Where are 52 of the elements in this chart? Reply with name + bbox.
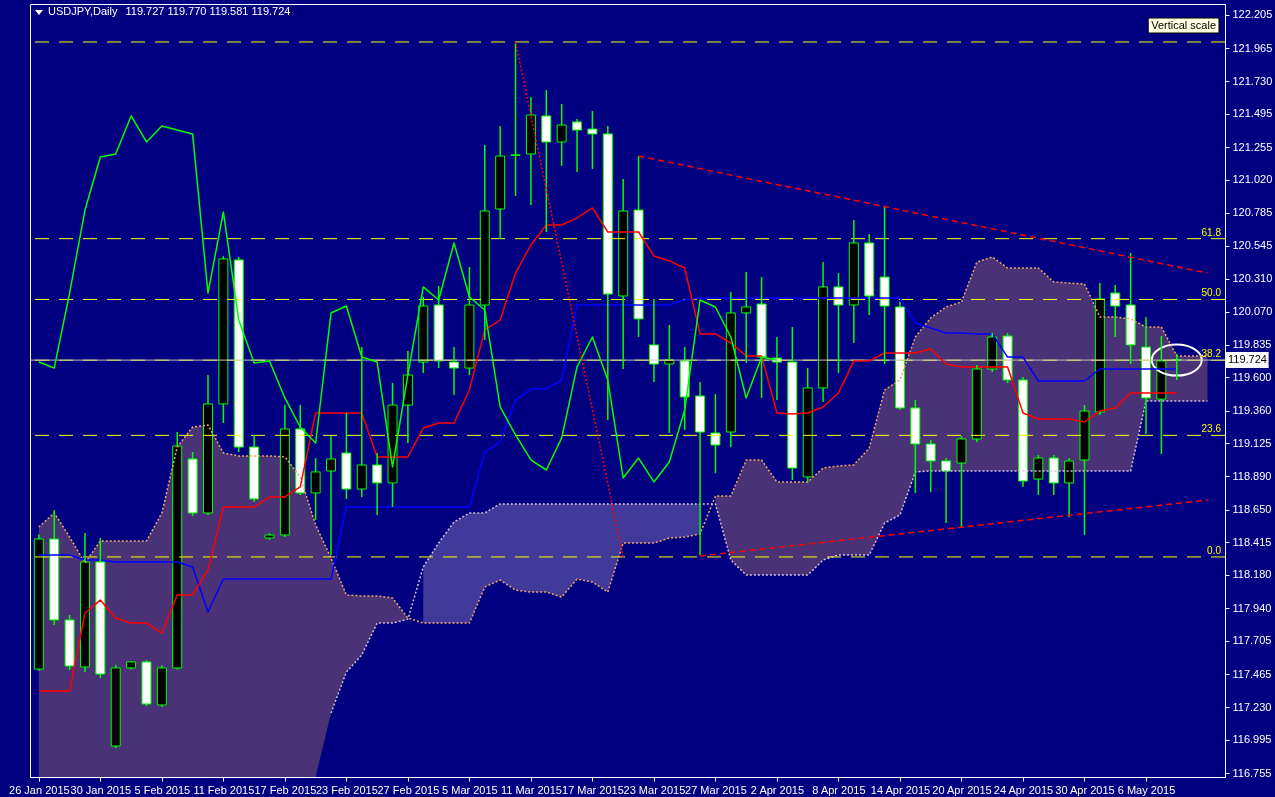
x-tick-label: 5 Mar 2015 — [442, 783, 498, 796]
x-tick-label: 27 Feb 2015 — [377, 783, 440, 796]
x-tick-label: 17 Feb 2015 — [254, 783, 317, 796]
x-tick-label: 11 Mar 2015 — [500, 783, 562, 796]
y-tick-label: 119.835 — [1232, 338, 1272, 351]
chart-subtitle: 119.727 119.770 119.581 119.724 — [125, 5, 291, 17]
y-tick-label: 120.545 — [1232, 239, 1273, 252]
y-tick-label: 120.310 — [1232, 272, 1273, 285]
y-tick-label: 121.020 — [1232, 173, 1273, 186]
annotation: 23.6 — [1201, 423, 1222, 435]
y-tick-label: 116.995 — [1232, 733, 1272, 746]
annotation: Vertical scale — [1151, 19, 1216, 31]
x-tick-label: 5 Feb 2015 — [134, 783, 191, 796]
annotation: 61.8 — [1201, 226, 1222, 238]
y-tick-label: 121.965 — [1232, 41, 1273, 54]
x-tick-label: 6 May 2015 — [1117, 783, 1176, 796]
y-tick-label: 120.070 — [1232, 305, 1273, 318]
y-tick-label: 117.465 — [1232, 667, 1272, 680]
y-tick-label: 121.255 — [1232, 140, 1273, 153]
y-tick-label: 119.360 — [1232, 404, 1272, 417]
annotation: 50.0 — [1201, 287, 1222, 299]
y-tick-label: 121.730 — [1232, 74, 1273, 87]
annotation: 0.0 — [1207, 544, 1222, 556]
y-tick-label: 118.415 — [1232, 535, 1272, 548]
x-tick-label: 20 Apr 2015 — [932, 783, 992, 796]
y-tick-label: 119.600 — [1232, 370, 1272, 383]
x-tick-label: 23 Feb 2015 — [316, 783, 378, 796]
x-tick-label: 17 Mar 2015 — [562, 783, 624, 796]
y-tick-label: 122.205 — [1232, 8, 1273, 21]
annotation: 38.2 — [1201, 348, 1222, 360]
y-tick-label: 120.785 — [1232, 206, 1273, 219]
x-tick-label: 30 Apr 2015 — [1055, 783, 1115, 796]
y-tick-label: 118.650 — [1232, 503, 1272, 515]
y-tick-label: 121.495 — [1232, 107, 1273, 120]
x-tick-label: 26 Jan 2015 — [9, 783, 70, 796]
y-tick-label: 117.705 — [1232, 634, 1272, 647]
y-tick-label: 119.125 — [1232, 436, 1272, 449]
x-tick-label: 27 Mar 2015 — [685, 783, 747, 796]
y-tick-label: 118.890 — [1232, 469, 1272, 482]
y-tick-label: 118.180 — [1232, 568, 1272, 581]
x-tick-label: 2 Apr 2015 — [750, 783, 805, 796]
ref-line-label: 119.724 — [1228, 353, 1267, 366]
x-tick-label: 24 Apr 2015 — [993, 783, 1054, 796]
x-tick-label: 11 Feb 2015 — [193, 783, 255, 796]
y-tick-label: 117.940 — [1232, 601, 1272, 614]
x-tick-label: 8 Apr 2015 — [812, 783, 866, 796]
y-tick-label: 116.755 — [1232, 766, 1272, 779]
x-tick-label: 14 Apr 2015 — [870, 783, 931, 796]
y-tick-label: 117.230 — [1232, 700, 1272, 713]
x-tick-label: 30 Jan 2015 — [70, 783, 132, 796]
x-tick-label: 23 Mar 2015 — [623, 783, 686, 796]
chart-title: USDJPY,Daily — [48, 5, 118, 17]
